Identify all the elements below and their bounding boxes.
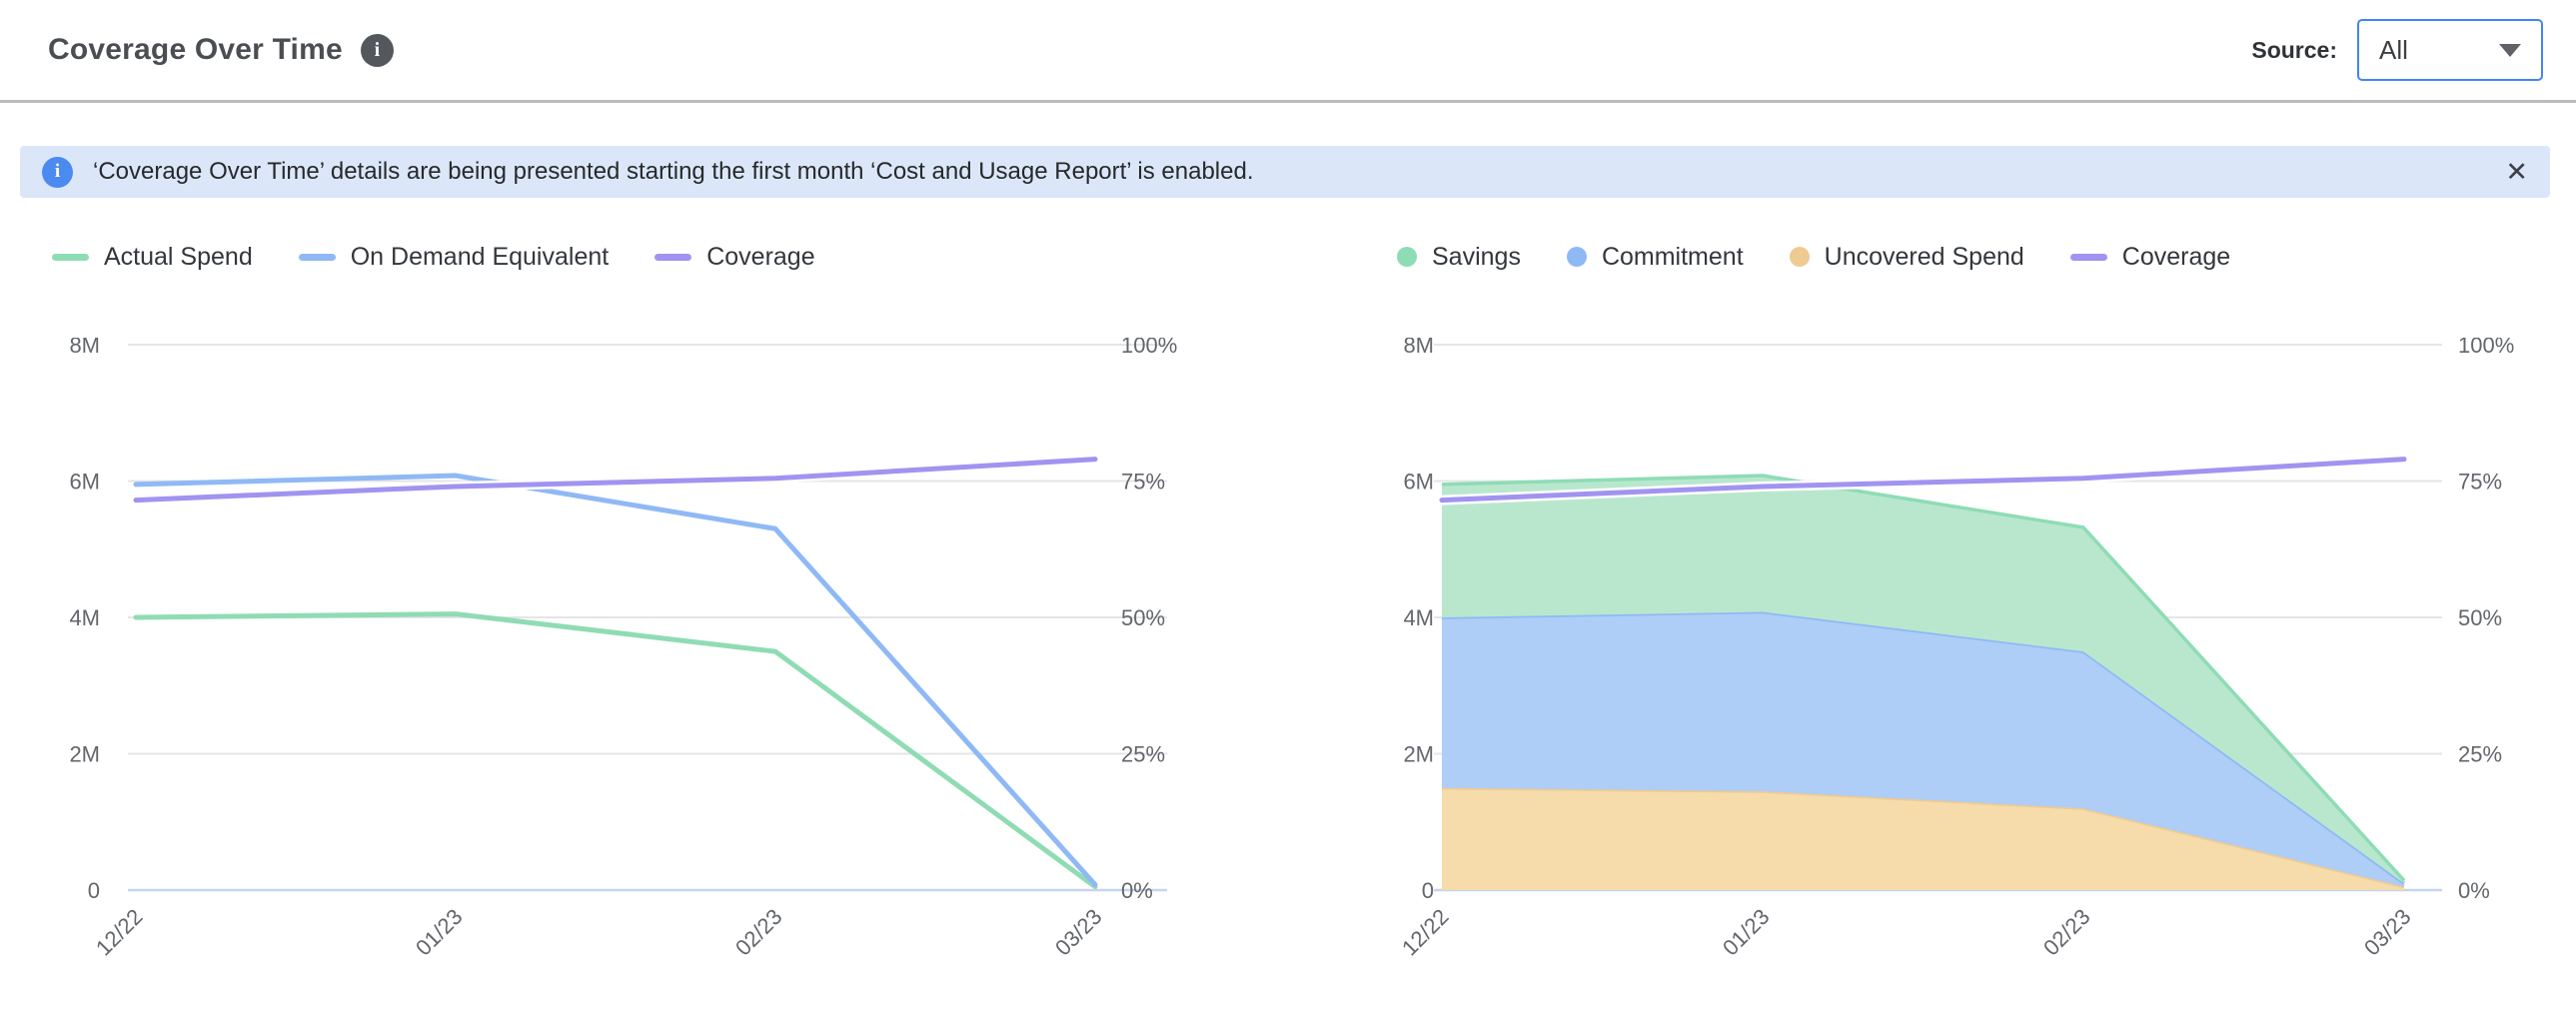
line-on-demand-equivalent [133,473,1098,888]
legend-item-uncovered-spend[interactable]: Uncovered Spend [1789,242,2024,272]
y-axis-right-tick: 75% [2458,470,2502,495]
y-axis-left-tick: 2M [69,742,100,767]
legend-label: Uncovered Spend [1824,242,2024,271]
legend-line-swatch [654,253,692,261]
legend-label: Commitment [1601,242,1744,271]
area-border-savings [1441,474,2406,882]
legend-dot-swatch [1566,247,1587,267]
y-axis-left-tick: 0 [1422,878,1434,903]
header: Coverage Over Time i Source: All [0,0,2576,100]
y-axis-left-tick: 4M [69,605,100,630]
legend-item-commitment[interactable]: Commitment [1566,242,1744,272]
y-axis-left-tick: 8M [1403,338,1434,358]
y-axis-right-tick: 100% [2458,338,2514,358]
banner-close-icon[interactable]: ✕ [2505,156,2528,187]
x-axis-tick: 02/23 [2038,904,2095,961]
line-actual-spend [133,611,1098,890]
y-axis-left-tick: 6M [69,470,100,495]
banner-info-icon: i [42,156,73,188]
legend-dot-swatch [1397,247,1417,267]
area-border-commitment [1441,609,2406,885]
line-coverage [133,457,1098,504]
area-savings [1442,476,2404,884]
area-commitment [1442,611,2404,887]
y-axis-right-tick: 75% [1121,470,1165,495]
area-uncovered-spend [1442,787,2404,890]
legend-dot-swatch [1789,247,1810,267]
legend-label: On Demand Equivalent [350,242,610,271]
source-dropdown[interactable]: All [2357,19,2543,81]
y-axis-right-tick: 0% [2458,878,2490,903]
legend-label: Savings [1432,242,1521,271]
legend-label: Actual Spend [104,242,253,271]
page-title: Coverage Over Time [48,33,343,66]
x-axis-tick: 03/23 [2359,904,2416,961]
y-axis-left-tick: 6M [1403,470,1434,495]
legend-right-chart: Savings Commitment Uncovered Spend Coverage [1397,240,2230,274]
y-axis-right-tick: 25% [2458,742,2502,767]
y-axis-left-tick: 4M [1403,605,1434,630]
x-axis-tick: 01/23 [1718,904,1775,961]
x-axis-tick: 12/22 [91,904,148,961]
source-dropdown-value: All [2379,34,2408,65]
banner-message: ‘Coverage Over Time’ details are being p… [93,158,1254,185]
x-axis-tick: 12/22 [1397,904,1454,961]
legend-label: Coverage [706,242,815,271]
y-axis-right-tick: 0% [1121,878,1153,903]
legend-item-savings[interactable]: Savings [1397,243,1521,272]
legend-line-swatch [298,253,336,261]
y-axis-right-tick: 100% [1121,338,1177,358]
header-divider [0,100,2576,103]
legend-label: Coverage [2121,242,2231,271]
y-axis-left-tick: 2M [1403,742,1434,767]
y-axis-left-tick: 8M [69,338,100,358]
line-coverage [1439,457,2407,504]
y-axis-right-tick: 50% [2458,605,2502,630]
x-axis-tick: 01/23 [411,904,468,961]
legend-item-actual-spend[interactable]: Actual Spend [52,243,253,272]
legend-item-on-demand-equivalent[interactable]: On Demand Equivalent [298,242,610,272]
y-axis-right-tick: 25% [1121,742,1165,767]
title-info-icon[interactable]: i [360,33,394,67]
legend-line-swatch [52,253,89,261]
legend-item-coverage[interactable]: Coverage [654,242,815,272]
legend-item-coverage[interactable]: Coverage [2069,242,2231,272]
info-banner: i ‘Coverage Over Time’ details are being… [20,146,2550,198]
legend-left-chart: Actual Spend On Demand Equivalent Coverage [52,240,815,274]
y-axis-right-tick: 50% [1121,605,1165,630]
x-axis-tick: 02/23 [730,904,787,961]
spend-lines-chart: 0 0% 2M 25% 4M 50% 6M 75% 8M 100% 12/22 01/23 02/23 0… [69,338,1177,961]
coverage-stacked-area-chart: 0 0% 2M 25% 4M 50% 6M 75% 8M 100% 12/22 01/23 02/23 0… [1397,338,2514,961]
y-axis-left-tick: 0 [88,878,100,903]
source-label: Source: [2251,36,2337,63]
x-axis-tick: 03/23 [1050,904,1107,961]
legend-line-swatch [2069,253,2107,261]
chevron-down-icon [2499,43,2521,57]
